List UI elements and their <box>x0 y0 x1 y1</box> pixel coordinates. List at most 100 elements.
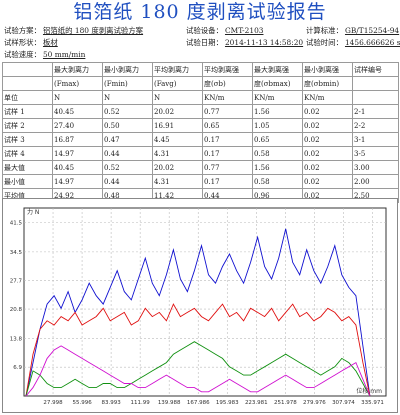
table-row: 试样 3 16.87 0.47 4.45 0.17 0.65 0.02 3-1 <box>2 132 399 147</box>
table-cell: 0.65 <box>252 132 303 147</box>
x-tick-label: 111.99 <box>131 400 151 406</box>
table-cell: 0.50 <box>102 118 153 133</box>
scheme-value: 铝箔纸的 180 度剥离试验方案 <box>42 26 144 35</box>
series-line-2 <box>25 303 371 397</box>
table-cell: 0.77 <box>202 160 253 175</box>
table-cell: 0.02 <box>302 174 353 189</box>
table-cell: 0.02 <box>302 160 353 175</box>
standard-label: 计算标准： <box>306 26 343 35</box>
table-cell: 3-5 <box>352 146 399 161</box>
table-row: 试样 1 40.45 0.52 20.02 0.77 1.56 0.02 2-1 <box>2 104 399 119</box>
table-cell: 14.97 <box>52 146 103 161</box>
table-cell: 试样 4 <box>2 146 53 161</box>
table-cell <box>2 76 53 91</box>
x-tick-label: 27.998 <box>43 400 63 406</box>
series-line-3 <box>25 341 371 397</box>
table-cell: 0.58 <box>252 146 303 161</box>
table-cell: 4.45 <box>152 132 203 147</box>
table-cell: KN/m <box>252 90 303 105</box>
table-cell: 20.02 <box>152 160 203 175</box>
table-cell: 0.17 <box>202 132 253 147</box>
time-value: 1456.666626 s <box>344 38 400 47</box>
table-cell: 最小值 <box>2 174 53 189</box>
table-row: 最小值 14.97 0.44 4.31 0.17 0.58 0.02 2.00 <box>2 174 399 189</box>
results-table: 最大剥离力 最小剥离力 平均剥离力 平均剥离强 最大剥离强 最小剥离强 试样编号 (Fmax)… <box>2 62 399 203</box>
y-tick-label: 6.9 <box>13 365 22 371</box>
table-cell: 0.52 <box>102 160 153 175</box>
meta-row-1: 试验方案： 铝箔纸的 180 度剥离试验方案 试验设备： CMT-2103 计算标准… <box>4 25 400 37</box>
table-cell: 0.17 <box>202 146 253 161</box>
table-cell: 试样 1 <box>2 104 53 119</box>
table-cell: 最大剥离强 <box>252 62 303 77</box>
x-tick-label: 167.986 <box>187 400 210 406</box>
table-cell: 0.02 <box>302 104 353 119</box>
scheme-label: 试验方案： <box>4 26 41 35</box>
table-cell: 14.97 <box>52 174 103 189</box>
table-cell: 0.77 <box>202 104 253 119</box>
x-tick-label: 251.978 <box>274 400 297 406</box>
table-cell: 3-1 <box>352 132 399 147</box>
y-tick-label: 27.7 <box>10 278 23 284</box>
speed-value: 50 mm/min <box>42 50 86 59</box>
x-tick-label: 55.996 <box>72 400 92 406</box>
table-row: 最大值 40.45 0.52 20.02 0.77 1.56 0.02 3.00 <box>2 160 399 175</box>
x-tick-label: 83.993 <box>101 400 121 406</box>
table-cell: N <box>152 90 203 105</box>
table-cell: 度(σbmax) <box>252 76 303 91</box>
y-tick-label: 13.8 <box>10 336 23 342</box>
table-row: 单位 N N N KN/m KN/m KN/m <box>2 90 399 105</box>
y-tick-label: 41.5 <box>10 221 23 227</box>
table-cell: 最小剥离力 <box>102 62 153 77</box>
y-tick-label: 20.8 <box>10 307 23 313</box>
meta-row-2: 试样形状： 板材 试验日期： 2014-11-13 14:58:20 试验时间： 14… <box>4 37 400 49</box>
table-cell: 单位 <box>2 90 53 105</box>
date-label: 试验日期： <box>186 38 223 47</box>
table-cell: 0.02 <box>302 132 353 147</box>
x-tick-label: 335.971 <box>361 400 384 406</box>
table-cell: 16.91 <box>152 118 203 133</box>
table-cell: 度(σb) <box>202 76 253 91</box>
table-cell: 4.31 <box>152 146 203 161</box>
table-cell: 最小剥离强 <box>302 62 353 77</box>
plot-area <box>23 207 387 397</box>
table-cell: N <box>52 90 103 105</box>
table-cell: 0.02 <box>302 146 353 161</box>
table-cell: 平均剥离力 <box>152 62 203 77</box>
table-cell: 平均剥离强 <box>202 62 253 77</box>
device-label: 试验设备： <box>186 26 223 35</box>
speed-label: 试验速度： <box>4 50 41 59</box>
table-cell: 2-1 <box>352 104 399 119</box>
table-cell: 20.02 <box>152 104 203 119</box>
table-cell: 0.58 <box>252 174 303 189</box>
peel-force-chart: 41.5 34.5 27.7 20.8 13.8 6.9 27.998 55.996 83.99… <box>2 198 398 413</box>
table-cell: 2-2 <box>352 118 399 133</box>
table-cell: 1.56 <box>252 160 303 175</box>
table-row: 试样 4 14.97 0.44 4.31 0.17 0.58 0.02 3-5 <box>2 146 399 161</box>
x-tick-label: 139.988 <box>158 400 181 406</box>
series-line-1 <box>25 228 371 397</box>
table-cell: 2.00 <box>352 174 399 189</box>
table-cell: 0.17 <box>202 174 253 189</box>
table-cell: KN/m <box>202 90 253 105</box>
standard-value: GB/T15254-94 <box>344 26 400 35</box>
series-line-4 <box>25 345 371 397</box>
shape-label: 试样形状： <box>4 38 41 47</box>
table-cell: 试样编号 <box>352 62 399 77</box>
table-cell: (Fmax) <box>52 76 103 91</box>
table-cell: 1.56 <box>252 104 303 119</box>
time-label: 试验时间： <box>306 38 343 47</box>
table-cell: 试样 2 <box>2 118 53 133</box>
table-cell: (Fmin) <box>102 76 153 91</box>
table-cell: 40.45 <box>52 104 103 119</box>
table-cell: 0.52 <box>102 104 153 119</box>
shape-value: 板材 <box>42 38 58 47</box>
meta-row-3: 试验速度： 50 mm/min <box>4 49 400 61</box>
report-title: 铝箔纸 180 度剥离试验报告 <box>73 1 327 23</box>
table-cell: 试样 3 <box>2 132 53 147</box>
x-tick-label: 223.981 <box>245 400 268 406</box>
table-cell: N <box>102 90 153 105</box>
table-cell: 40.45 <box>52 160 103 175</box>
x-tick-label: 307.974 <box>332 400 355 406</box>
table-cell: 16.87 <box>52 132 103 147</box>
table-cell: 0.44 <box>102 146 153 161</box>
